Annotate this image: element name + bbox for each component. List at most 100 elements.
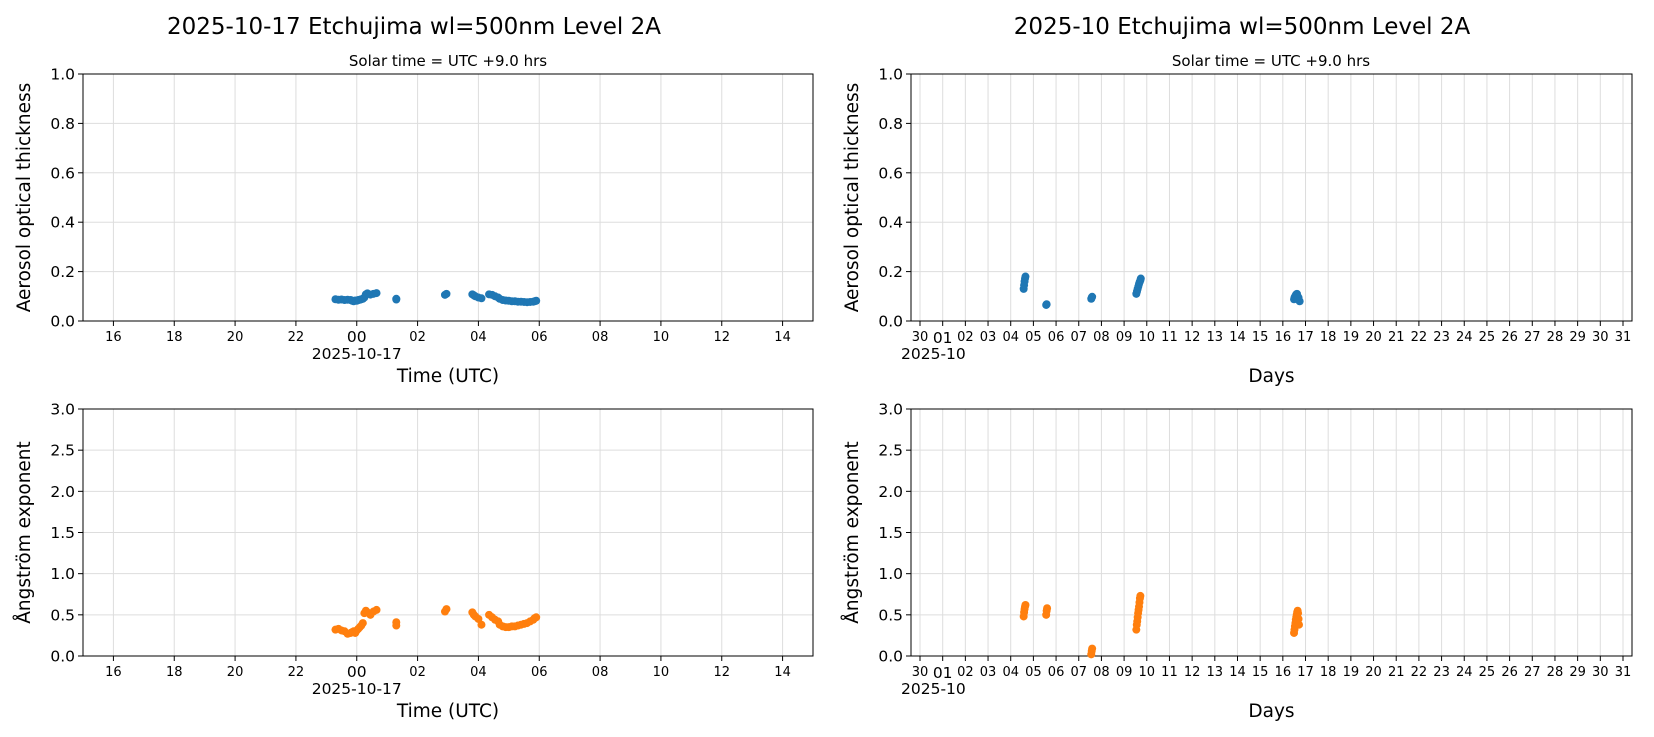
aot_monthly-xtick-label-24: 24 <box>1456 330 1473 345</box>
aot_monthly-frame <box>910 73 1633 322</box>
ae_monthly-xtick-label-7: 07 <box>1070 665 1087 680</box>
ae_monthly-xtick-label-14: 14 <box>1229 665 1246 680</box>
angstrom-daily-panel: 0.0 0.5 1.0 1.5 2.0 2.5 3.0 16 18 20 22 00 02 04 06 08 1… <box>13 401 814 722</box>
aot_daily-xtick-label-0: 16 <box>105 330 122 345</box>
aot_daily-point-0-46 <box>532 296 541 305</box>
aot_monthly-xtick-label-17: 17 <box>1297 330 1314 345</box>
aot_daily-ytick-label-1: 0.2 <box>50 263 75 281</box>
aot_monthly-xtick-label-2: 02 <box>957 330 974 345</box>
ae_monthly-xtick-label-13: 13 <box>1207 665 1224 680</box>
ae_monthly-xtick-label-0: 30 <box>912 665 929 680</box>
ae_monthly-xtick-label-24: 24 <box>1456 665 1473 680</box>
ae_monthly-xtick-label-18: 18 <box>1320 665 1337 680</box>
left-subtitle: Solar time = UTC +9.0 hrs <box>349 52 547 70</box>
ae_monthly-xtick-label-31: 31 <box>1615 665 1632 680</box>
aot_daily-xtick-label-5: 02 <box>409 330 426 345</box>
ae_daily-xtick-label-9: 10 <box>653 665 670 680</box>
aot_daily-ylabel: Aerosol optical thickness <box>14 83 35 313</box>
ae_daily-date-label: 2025-10-17 <box>312 680 402 698</box>
ae_monthly-xtick-label-20: 20 <box>1365 665 1382 680</box>
aot_monthly-xlabel: Days <box>1248 366 1294 387</box>
aot_monthly-ylabel: Aerosol optical thickness <box>842 83 863 313</box>
aot_monthly-xtick-label-7: 07 <box>1070 330 1087 345</box>
aot_monthly-ytick-label-0: 0.0 <box>878 313 903 331</box>
ae_monthly-ytick-label-3: 1.5 <box>878 524 903 542</box>
ae_monthly-xtick-label-6: 06 <box>1048 665 1065 680</box>
ae_daily-xtick-label-4: 00 <box>347 663 367 681</box>
ae_daily-xtick-label-11: 14 <box>774 665 791 680</box>
ae_monthly-point-0-10 <box>1088 644 1097 653</box>
ae_daily-ytick-label-4: 2.0 <box>50 483 75 501</box>
ae_daily-xtick-label-2: 20 <box>227 665 244 680</box>
aot_monthly-xtick-label-15: 15 <box>1252 330 1269 345</box>
aot_daily-ytick-label-0: 0.0 <box>50 313 75 331</box>
ae_monthly-ytick-label-4: 2.0 <box>878 483 903 501</box>
aot_monthly-xtick-label-31: 31 <box>1615 330 1632 345</box>
ae_monthly-xtick-label-25: 25 <box>1479 665 1496 680</box>
ae_monthly-xtick-label-17: 17 <box>1297 665 1314 680</box>
ae_daily-ytick-label-5: 2.5 <box>50 442 75 460</box>
aot_monthly-xtick-label-29: 29 <box>1569 330 1586 345</box>
ae_daily-ytick-label-0: 0.0 <box>50 648 75 666</box>
aot_monthly-xtick-label-23: 23 <box>1433 330 1450 345</box>
aot_monthly-xtick-label-3: 03 <box>980 330 997 345</box>
aot_daily-xtick-label-10: 12 <box>713 330 730 345</box>
aot_daily-xtick-label-9: 10 <box>653 330 670 345</box>
aot_monthly-ytick-label-3: 0.6 <box>878 164 903 182</box>
ae_monthly-date-label: 2025-10 <box>901 680 966 698</box>
ae_daily-point-0-21 <box>392 618 401 627</box>
aot_monthly-ytick-label-1: 0.2 <box>878 263 903 281</box>
ae_monthly-xtick-label-30: 30 <box>1592 665 1609 680</box>
aot_monthly-ytick-label-5: 1.0 <box>878 66 903 84</box>
ae_monthly-point-0-32 <box>1294 620 1303 629</box>
ae_daily-point-0-28 <box>477 620 486 629</box>
aot_daily-ytick-label-4: 0.8 <box>50 115 75 133</box>
ae_daily-ytick-label-2: 1.0 <box>50 565 75 583</box>
ae_daily-xtick-label-8: 08 <box>592 665 609 680</box>
ae_monthly-ytick-label-0: 0.0 <box>878 648 903 666</box>
aot_daily-xtick-label-3: 22 <box>288 330 305 345</box>
ae_monthly-ytick-label-5: 2.5 <box>878 442 903 460</box>
aot_monthly-xtick-label-9: 09 <box>1116 330 1133 345</box>
aot_monthly-xtick-label-21: 21 <box>1388 330 1405 345</box>
aot_daily-xtick-label-4: 00 <box>347 328 367 346</box>
ae_daily-point-0-19 <box>372 605 381 614</box>
ae_daily-ytick-label-3: 1.5 <box>50 524 75 542</box>
aot_monthly-xtick-label-13: 13 <box>1207 330 1224 345</box>
ae_monthly-xtick-label-27: 27 <box>1524 665 1541 680</box>
aot_monthly-xtick-label-30: 30 <box>1592 330 1609 345</box>
ae_daily-xtick-label-0: 16 <box>105 665 122 680</box>
aot_daily-ytick-label-5: 1.0 <box>50 66 75 84</box>
aot_daily-point-0-23 <box>442 289 451 298</box>
aot_monthly-xtick-label-16: 16 <box>1275 330 1292 345</box>
ae_monthly-point-0-4 <box>1021 600 1030 609</box>
ae_daily-ytick-label-1: 0.5 <box>50 606 75 624</box>
ae_daily-point-0-23 <box>442 605 451 614</box>
aot_daily-xtick-label-1: 18 <box>166 330 183 345</box>
ae_monthly-xtick-label-22: 22 <box>1411 665 1428 680</box>
aot-monthly-panel: 0.0 0.2 0.4 0.6 0.8 1.0 30 01 02 03 04 05 06 07 08 09 10… <box>842 66 1633 387</box>
aot_monthly-xtick-label-19: 19 <box>1343 330 1360 345</box>
aot_daily-date-label: 2025-10-17 <box>312 345 402 363</box>
ae_monthly-point-0-31 <box>1294 614 1303 623</box>
aot_daily-xtick-label-8: 08 <box>592 330 609 345</box>
aot_monthly-xtick-label-1: 01 <box>933 329 953 347</box>
ae_monthly-ylabel: Ångström exponent <box>841 441 863 624</box>
ae_daily-xtick-label-7: 06 <box>531 665 548 680</box>
aot_monthly-xtick-label-6: 06 <box>1048 330 1065 345</box>
ae_monthly-xtick-label-4: 04 <box>1002 665 1019 680</box>
ae_monthly-xtick-label-29: 29 <box>1569 665 1586 680</box>
aot_monthly-xtick-label-8: 08 <box>1093 330 1110 345</box>
aot_monthly-xtick-label-12: 12 <box>1184 330 1201 345</box>
aot_monthly-xtick-label-5: 05 <box>1025 330 1042 345</box>
ae_monthly-xtick-label-26: 26 <box>1501 665 1518 680</box>
ae_monthly-ytick-label-6: 3.0 <box>878 401 903 419</box>
aot_monthly-xtick-label-14: 14 <box>1229 330 1246 345</box>
ae_monthly-xtick-label-15: 15 <box>1252 665 1269 680</box>
ae_monthly-xtick-label-21: 21 <box>1388 665 1405 680</box>
ae_daily-xtick-label-6: 04 <box>470 665 487 680</box>
aot_monthly-xtick-label-22: 22 <box>1411 330 1428 345</box>
ae_monthly-xtick-label-2: 02 <box>957 665 974 680</box>
ae_monthly-xlabel: Days <box>1248 701 1294 722</box>
